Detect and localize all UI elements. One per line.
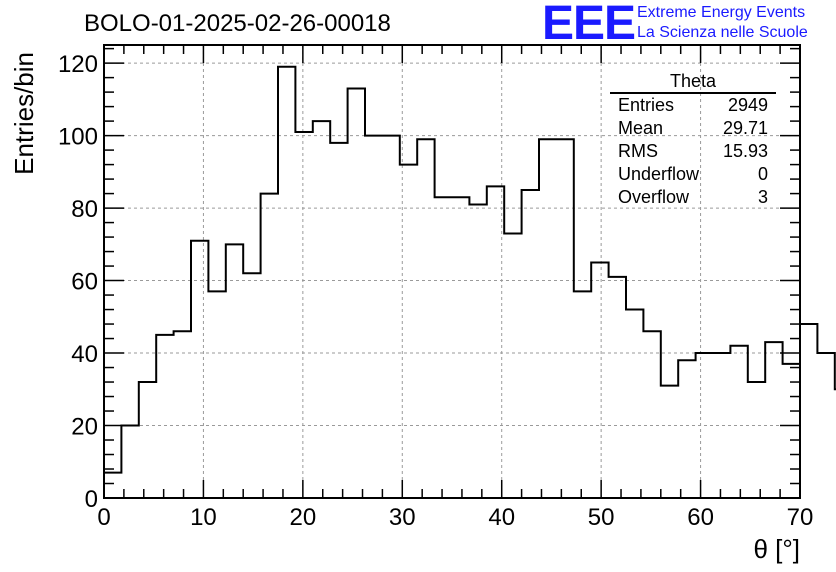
stats-title: Theta [610, 70, 776, 94]
x-tick-label: 70 [787, 504, 814, 531]
x-axis-label: θ [°] [753, 534, 800, 564]
x-tick-label: 40 [488, 504, 515, 531]
axis-ticks [103, 45, 801, 499]
stats-label: Entries [618, 95, 675, 115]
stats-value: 3 [757, 187, 768, 207]
logo-line-1: Extreme Energy Events [637, 4, 806, 21]
stats-label: Mean [618, 118, 664, 138]
stats-value: 2949 [727, 95, 768, 115]
stats-row-entries: Entries 2949 [610, 94, 776, 117]
plot-title: BOLO-01-2025-02-26-00018 [84, 10, 391, 37]
x-tick-label: 50 [588, 504, 615, 531]
stats-label: Overflow [618, 187, 690, 207]
x-tick-label: 20 [290, 504, 317, 531]
y-tick-label: 120 [58, 51, 98, 78]
grid [104, 45, 800, 498]
stats-value: 15.93 [722, 141, 768, 161]
stats-label: RMS [618, 141, 658, 161]
eee-logo-text: Extreme Energy Events La Scienza nelle S… [637, 3, 808, 43]
y-tick-label: 0 [85, 486, 98, 513]
y-tick-label: 40 [71, 341, 98, 368]
x-tick-label: 0 [97, 504, 110, 531]
y-tick-label: 80 [71, 196, 98, 223]
y-tick-label: 100 [58, 124, 98, 151]
y-axis-label: Entries/bin [9, 52, 39, 175]
x-tick-label: 30 [389, 504, 416, 531]
logo-line-2: La Scienza nelle Scuole [637, 24, 808, 41]
stats-row-rms: RMS 15.93 [610, 140, 776, 163]
stats-row-underflow: Underflow 0 [610, 163, 776, 186]
stats-value: 0 [757, 164, 768, 184]
stats-row-overflow: Overflow 3 [610, 186, 776, 209]
eee-logo: EEE [542, 0, 636, 50]
stats-row-mean: Mean 29.71 [610, 117, 776, 140]
stats-value: 29.71 [722, 118, 768, 138]
stats-label: Underflow [618, 164, 700, 184]
x-tick-label: 60 [687, 504, 714, 531]
y-tick-label: 60 [71, 269, 98, 296]
stats-box: Theta Entries 2949 Mean 29.71 RMS 15.93 … [610, 70, 776, 209]
plot-frame [103, 44, 801, 499]
x-tick-label: 10 [190, 504, 217, 531]
histogram-series [103, 65, 836, 498]
y-tick-label: 20 [71, 414, 98, 441]
